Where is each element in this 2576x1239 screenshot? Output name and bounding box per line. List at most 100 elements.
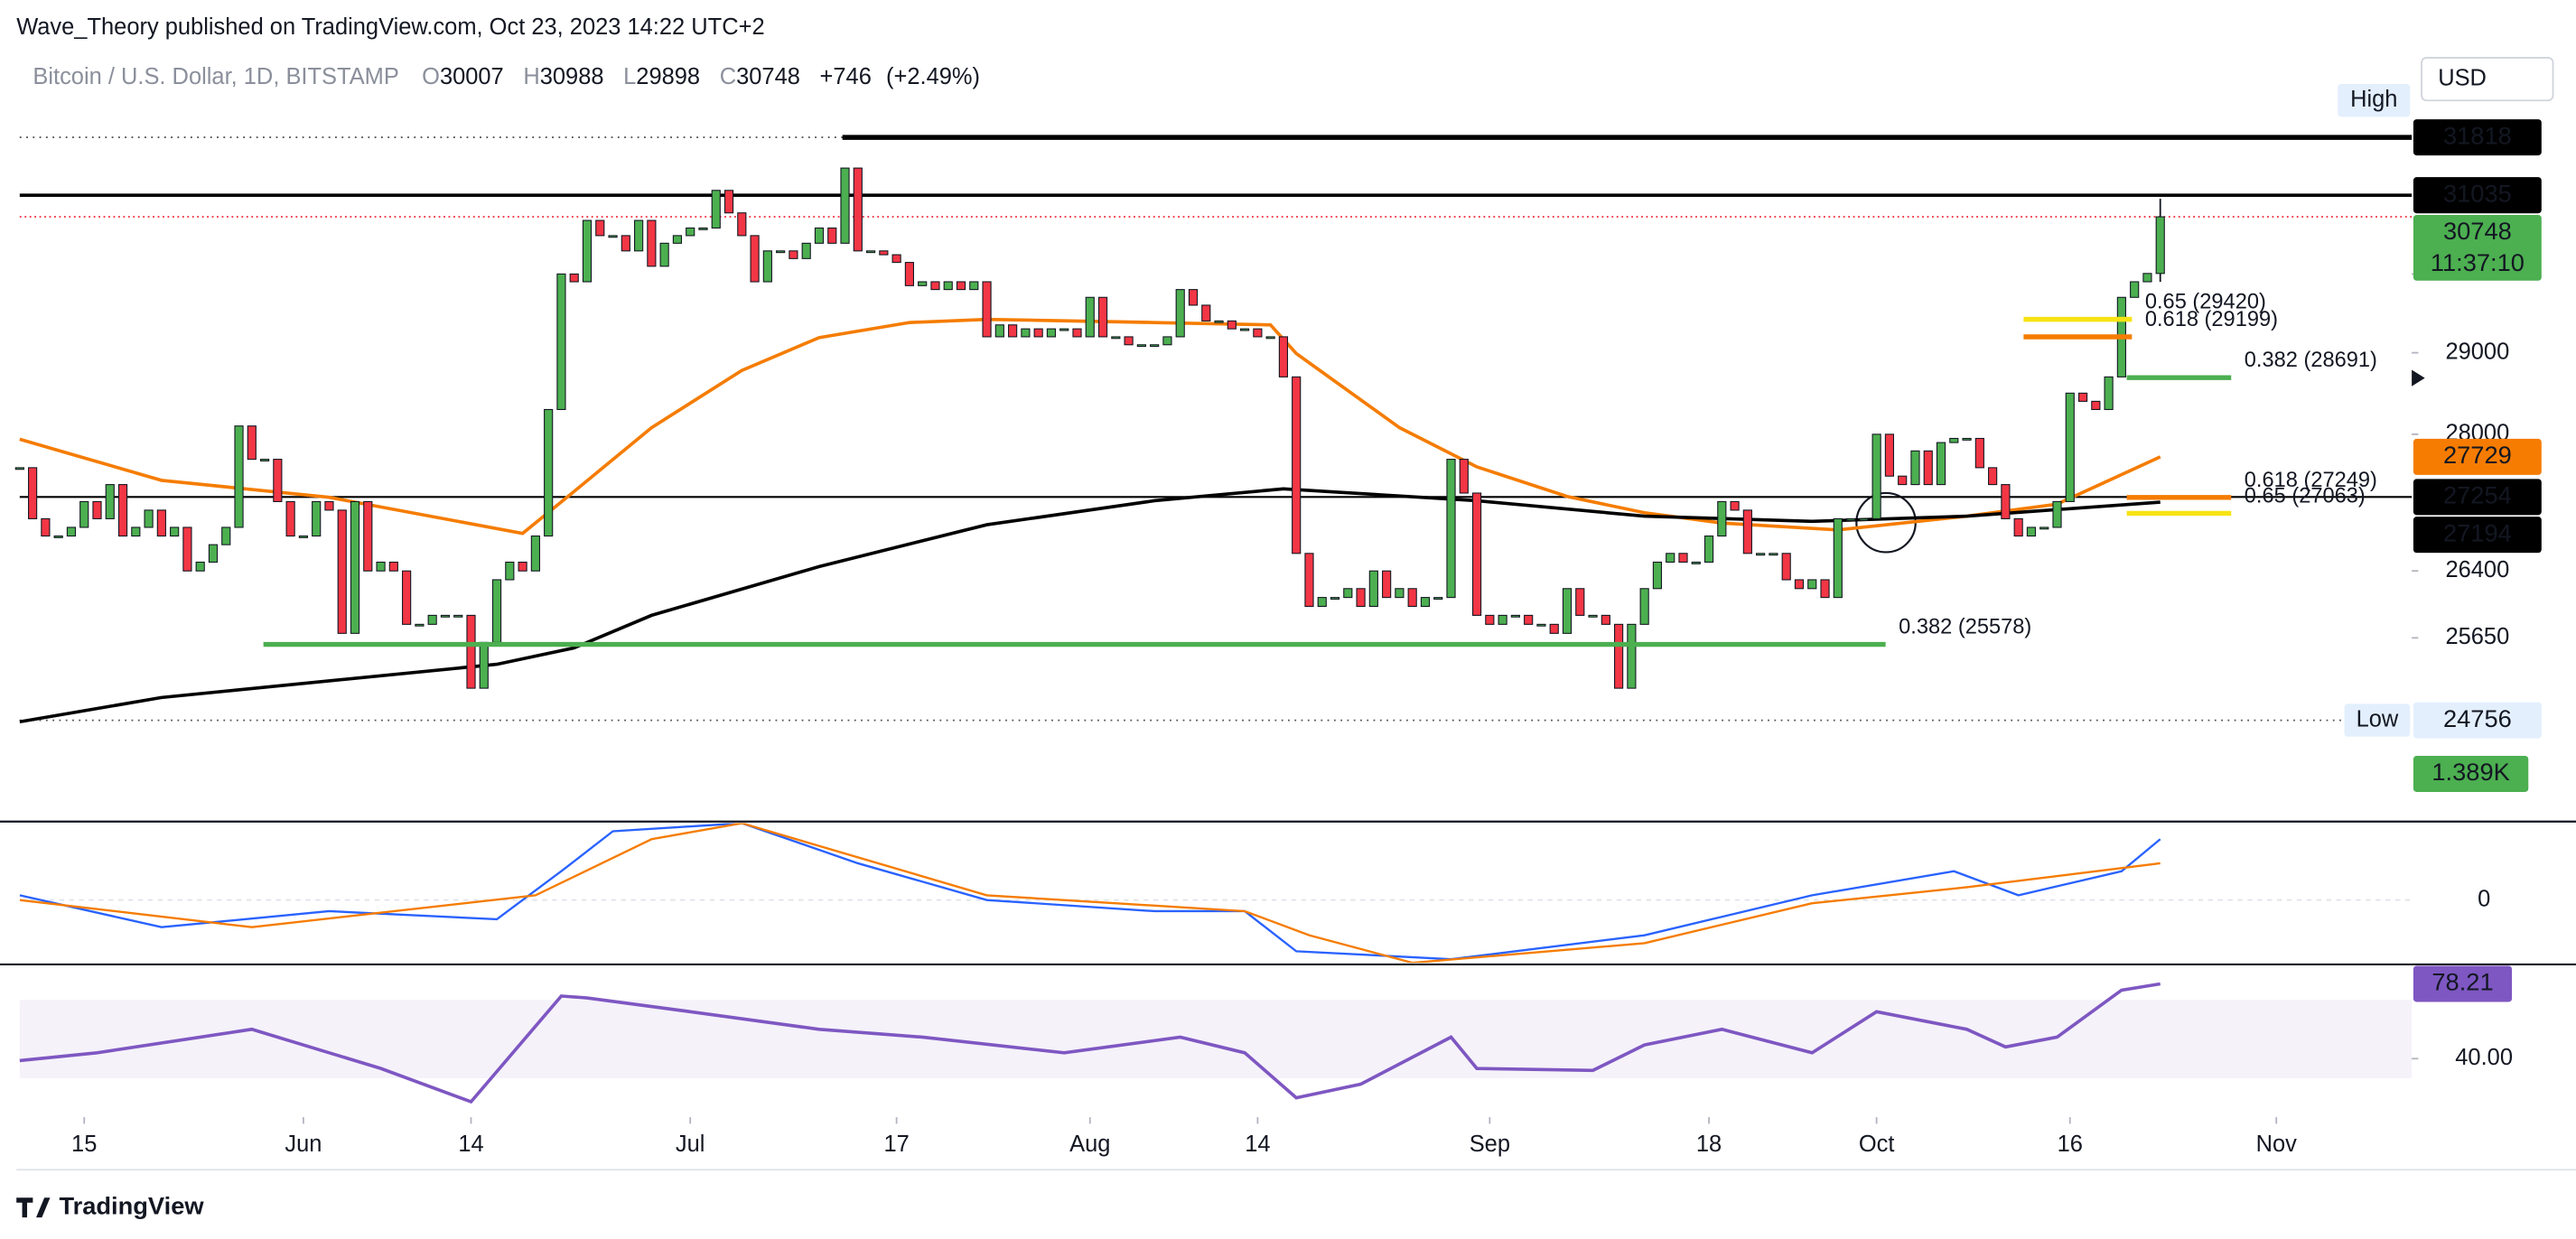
candle (1317, 597, 1327, 608)
candle (259, 459, 270, 461)
candle (1059, 328, 1069, 331)
price-badge (2413, 438, 2542, 475)
candle (491, 579, 502, 643)
candle (1871, 433, 1881, 519)
volume-badge (2413, 755, 2529, 792)
candle (1524, 614, 1534, 625)
x-tick-label: 16 (2058, 1132, 2083, 1157)
logo-shape (16, 1197, 51, 1218)
candle (544, 408, 554, 537)
candle (814, 227, 825, 244)
candle (1382, 570, 1392, 599)
change-pct: (+2.49%) (886, 63, 980, 88)
candle (388, 561, 398, 572)
candle (1742, 509, 1752, 554)
candle (518, 561, 527, 572)
candle (737, 212, 747, 237)
candle (762, 250, 772, 283)
candle (1639, 588, 1649, 625)
candle (918, 281, 928, 286)
candle (608, 235, 618, 238)
candle (1510, 614, 1520, 618)
rsi-badge (2413, 965, 2513, 1002)
candle (324, 500, 334, 511)
candle (2155, 216, 2165, 275)
x-tick-label: Jun (285, 1132, 322, 1157)
x-tick-label: 17 (883, 1132, 909, 1157)
candle (1433, 597, 1443, 600)
candle (930, 281, 940, 291)
candle (1459, 459, 1469, 494)
x-tick-label: Nov (2256, 1132, 2298, 1157)
x-tick-label: 14 (458, 1132, 483, 1157)
candle (1498, 614, 1507, 625)
candle (2039, 526, 2049, 530)
candle (402, 570, 412, 625)
candle (1214, 320, 1224, 323)
candle (1395, 588, 1405, 599)
candle (41, 517, 51, 537)
candle (1008, 324, 1018, 338)
candle (195, 561, 205, 572)
candle (1072, 328, 1082, 338)
candle (1536, 623, 1546, 627)
candle (1859, 517, 1869, 521)
candle (1910, 450, 1920, 486)
candle (621, 235, 630, 252)
candle (1923, 450, 1933, 486)
candle (672, 235, 683, 244)
candle (1575, 588, 1585, 616)
candle (1562, 588, 1573, 634)
candle (285, 500, 295, 537)
candle (1162, 336, 1172, 346)
candle (479, 641, 489, 689)
ohlc-value: 30748 (736, 63, 800, 88)
candle (2065, 392, 2075, 502)
candle (1884, 433, 1895, 477)
candle (879, 250, 889, 256)
price-badge-label: 27254 (2443, 481, 2512, 509)
candle (1962, 437, 1972, 441)
price-badge-label: 30748 (2443, 217, 2512, 245)
high-label-bg (2338, 84, 2411, 117)
currency-button[interactable] (2421, 57, 2554, 102)
candle (427, 614, 437, 625)
x-tick-label: 18 (1696, 1132, 1722, 1157)
macd-tick-label: 0 (2478, 886, 2490, 911)
fib-label: 0.618 (27249) (2245, 469, 2377, 492)
moving-average (19, 487, 2161, 724)
candle (840, 167, 850, 244)
ohlc-value: 30988 (540, 63, 604, 88)
ohlc-label: H (523, 63, 539, 88)
symbol: Bitcoin / U.S. Dollar, 1D, BITSTAMP (33, 63, 398, 88)
candle (1845, 517, 1856, 521)
candle (1343, 588, 1353, 599)
candle (440, 614, 451, 618)
candle (698, 227, 708, 230)
candle (117, 484, 128, 537)
candle (350, 500, 360, 634)
candle (956, 281, 966, 291)
candle (1239, 328, 1250, 331)
candle (1703, 535, 1714, 564)
candle (1974, 437, 1984, 469)
candle (1627, 623, 1637, 689)
candle (1278, 336, 1289, 377)
countdown: 11:37:10 (2431, 248, 2525, 276)
candle (273, 459, 283, 502)
change: +746 (820, 63, 872, 88)
candle (453, 614, 463, 618)
candle (1652, 561, 1663, 590)
candle (1988, 467, 1998, 486)
candle (1111, 336, 1121, 340)
candle (801, 242, 811, 259)
candle (994, 324, 1004, 338)
ohlc-label: L (623, 63, 636, 88)
candle (530, 535, 540, 572)
candle (2104, 376, 2114, 411)
candle (1420, 597, 1431, 608)
currency[interactable]: USD (2438, 65, 2487, 90)
candle (569, 273, 579, 283)
candle (1678, 553, 1688, 564)
price-badge (2413, 119, 2542, 156)
